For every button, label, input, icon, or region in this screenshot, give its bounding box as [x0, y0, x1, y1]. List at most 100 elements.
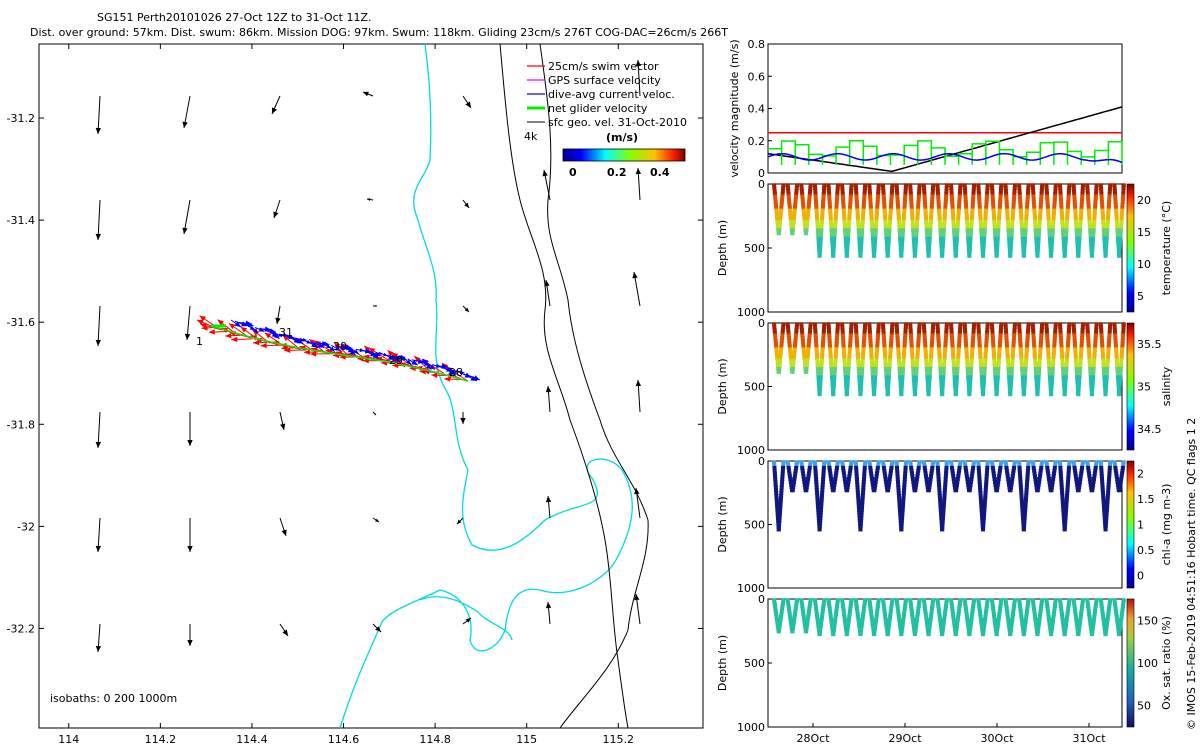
profile-point [790, 369, 795, 374]
profile-point [958, 186, 963, 191]
profile-point [1053, 327, 1058, 332]
profile-point [1112, 325, 1117, 330]
profile-point [1104, 383, 1109, 388]
profile-point [1072, 191, 1077, 196]
profile-point [993, 620, 998, 625]
profile-point [1100, 350, 1105, 355]
profile-point [1053, 183, 1058, 188]
profile-point [861, 214, 866, 219]
profile-point [821, 194, 826, 199]
profile-point [791, 623, 796, 628]
profile-point [819, 615, 824, 620]
profile-point [1005, 355, 1010, 360]
profile-point [793, 339, 798, 344]
profile-point [1058, 603, 1063, 608]
profile-point [1092, 612, 1097, 617]
profile-point [964, 344, 969, 349]
profile-point [854, 327, 859, 332]
profile-point [969, 355, 974, 360]
profile-point [1050, 228, 1055, 233]
profile-point [965, 477, 970, 482]
profile-point [1060, 355, 1065, 360]
profile-point [1091, 369, 1096, 374]
profile-point [875, 465, 880, 470]
profile-point [887, 228, 892, 233]
profile-point [1074, 620, 1079, 625]
profile-point [788, 617, 793, 622]
profile-point [785, 322, 790, 327]
title-line-2: Dist. over ground: 57km. Dist. swum: 86k… [30, 26, 728, 39]
profile-point [842, 612, 847, 617]
profile-point [1009, 375, 1014, 380]
profile-point [895, 479, 900, 484]
profile-point [1059, 477, 1064, 482]
profile-point [991, 214, 996, 219]
profile-point [849, 186, 854, 191]
profile-point [954, 239, 959, 244]
profile-point [888, 615, 893, 620]
profile-point [1047, 617, 1052, 622]
profile-point [983, 353, 988, 358]
profile-point [1063, 375, 1068, 380]
profile-point [949, 186, 954, 191]
profile-point [819, 225, 824, 230]
profile-point [1091, 620, 1096, 625]
profile-point [873, 236, 878, 241]
profile-point [954, 375, 959, 380]
profile-point [897, 231, 902, 236]
profile-point [894, 463, 899, 468]
profile-point [1052, 341, 1057, 346]
profile-point [894, 183, 899, 188]
profile-point [1078, 355, 1083, 360]
profile-point [874, 612, 879, 617]
profile-point [1088, 225, 1093, 230]
profile-point [1060, 353, 1065, 358]
profile-point [968, 236, 973, 241]
profile-point [1066, 197, 1071, 202]
profile-point [979, 366, 984, 371]
profile-point [1061, 510, 1066, 515]
profile-point [949, 333, 954, 338]
profile-point [853, 183, 858, 188]
profile-point [1107, 197, 1112, 202]
profile-point [816, 510, 821, 515]
profile-point [1046, 471, 1051, 476]
profile-point [807, 603, 812, 608]
profile-point [928, 364, 933, 369]
profile-point [1022, 250, 1027, 255]
profile-point [1117, 389, 1122, 394]
profile-point [970, 211, 975, 216]
profile-point [791, 358, 796, 363]
profile-point [786, 603, 791, 608]
profile-point [828, 615, 833, 620]
profile-point [1119, 474, 1124, 479]
profile-point [1060, 502, 1065, 507]
profile-point [883, 474, 888, 479]
profile-point [979, 372, 984, 377]
profile-point [941, 233, 946, 238]
profile-point [1093, 333, 1098, 338]
profile-point [858, 392, 863, 397]
profile-point [949, 601, 954, 606]
profile-point [844, 253, 849, 258]
profile-point [859, 626, 864, 631]
profile-point [1004, 468, 1009, 473]
profile-point [995, 623, 1000, 628]
profile-point [886, 378, 891, 383]
profile-point [856, 358, 861, 363]
dac-vector-head [430, 364, 435, 370]
profile-point [1073, 347, 1078, 352]
profile-point [1066, 194, 1071, 199]
profile-point [863, 322, 868, 327]
profile-point [804, 361, 809, 366]
profile-point [1019, 350, 1024, 355]
profile-point [780, 477, 785, 482]
profile-point [1080, 188, 1085, 193]
profile-point [968, 378, 973, 383]
profile-point [1118, 233, 1123, 238]
profile-point [883, 353, 888, 358]
profile-point [862, 188, 867, 193]
profile-point [869, 358, 874, 363]
profile-point [954, 242, 959, 247]
profile-point [801, 474, 806, 479]
